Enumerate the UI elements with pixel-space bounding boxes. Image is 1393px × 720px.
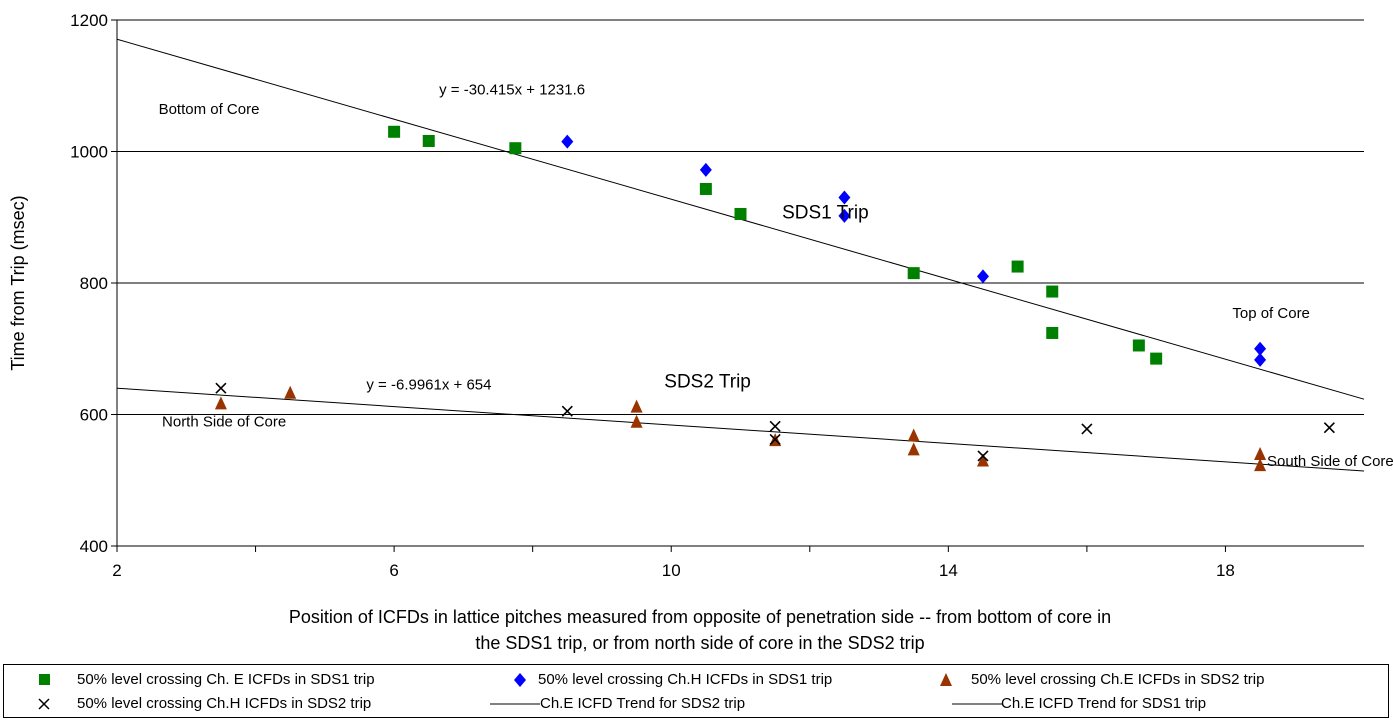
data-point-x bbox=[1323, 422, 1335, 434]
y-tick-label: 1200 bbox=[70, 11, 108, 30]
x-axis-title: Position of ICFDs in lattice pitches mea… bbox=[140, 604, 1260, 656]
data-point-x bbox=[1081, 423, 1093, 435]
data-point-square bbox=[1132, 339, 1145, 352]
data-point-diamond bbox=[1254, 341, 1267, 356]
data-point-square bbox=[1046, 285, 1059, 298]
legend-label: 50% level crossing Ch.H ICFDs in SDS1 tr… bbox=[538, 671, 833, 688]
data-point-triangle bbox=[630, 414, 643, 428]
data-point-triangle bbox=[630, 399, 643, 413]
y-tick-label: 600 bbox=[80, 406, 108, 425]
legend-label: Ch.E ICFD Trend for SDS1 trip bbox=[1001, 695, 1207, 712]
data-point-x bbox=[769, 420, 781, 432]
x-tick-label: 10 bbox=[662, 561, 681, 580]
data-point-triangle bbox=[214, 396, 227, 410]
legend-label: 50% level crossing Ch. E ICFDs in SDS1 t… bbox=[77, 671, 375, 688]
x-axis-title-line-2: the SDS1 trip, or from north side of cor… bbox=[475, 633, 925, 653]
data-point-triangle bbox=[907, 442, 920, 456]
x-tick-label: 18 bbox=[1216, 561, 1235, 580]
data-point-diamond bbox=[699, 162, 712, 177]
chart-canvas: 400 600 800 1000 1200 2 6 10 14 18 Time from Trip … bbox=[8, 11, 1393, 580]
x-tick-label: 14 bbox=[939, 561, 958, 580]
data-point-square bbox=[1150, 352, 1163, 365]
chart-annotation: SDS1 Trip bbox=[782, 203, 869, 224]
data-point-triangle bbox=[976, 453, 989, 467]
data-point-diamond bbox=[838, 208, 851, 223]
chart-annotation: North Side of Core bbox=[162, 413, 286, 430]
data-point-triangle bbox=[1254, 458, 1267, 472]
data-point-triangle bbox=[284, 385, 297, 399]
data-point-square bbox=[1046, 326, 1059, 339]
data-point-triangle bbox=[907, 428, 920, 442]
chart-annotation: SDS2 Trip bbox=[664, 372, 751, 393]
data-point-diamond bbox=[838, 190, 851, 205]
data-point-square bbox=[907, 267, 920, 280]
y-tick-label: 1000 bbox=[70, 143, 108, 162]
data-point-triangle bbox=[1254, 446, 1267, 460]
y-axis-title: Time from Trip (msec) bbox=[8, 195, 28, 370]
chart-annotation: Bottom of Core bbox=[159, 101, 260, 118]
data-point-square bbox=[734, 207, 747, 220]
data-point-diamond bbox=[1254, 352, 1267, 367]
legend-label: 50% level crossing Ch.E ICFDs in SDS2 tr… bbox=[971, 671, 1265, 688]
legend-label: 50% level crossing Ch.H ICFDs in SDS2 tr… bbox=[77, 695, 372, 712]
chart-annotation: y = -30.415x + 1231.6 bbox=[439, 81, 585, 98]
y-tick-label: 800 bbox=[80, 274, 108, 293]
x-tick-label: 2 bbox=[112, 561, 121, 580]
data-point-x bbox=[977, 450, 989, 462]
trendline bbox=[116, 387, 1365, 472]
data-point-diamond bbox=[561, 134, 574, 149]
legend-label: Ch.E ICFD Trend for SDS2 trip bbox=[540, 695, 746, 712]
data-point-square bbox=[509, 142, 522, 155]
data-point-square bbox=[699, 182, 712, 195]
chart-annotation: y = -6.9961x + 654 bbox=[366, 377, 491, 394]
legend: 50% level crossing Ch. E ICFDs in SDS1 t… bbox=[3, 664, 1389, 718]
x-axis-title-line-1: Position of ICFDs in lattice pitches mea… bbox=[288, 607, 1112, 627]
data-point-square bbox=[1011, 260, 1024, 273]
data-point-diamond bbox=[976, 269, 989, 284]
data-point-x bbox=[215, 382, 227, 394]
data-point-square bbox=[388, 125, 401, 138]
y-tick-label: 400 bbox=[80, 537, 108, 556]
data-point-x bbox=[561, 405, 573, 417]
chart-annotation: South Side of Core bbox=[1267, 453, 1393, 470]
chart-annotation: Top of Core bbox=[1232, 305, 1310, 322]
data-point-x bbox=[769, 433, 781, 446]
x-tick-label: 6 bbox=[389, 561, 398, 580]
data-point-square bbox=[422, 134, 435, 147]
